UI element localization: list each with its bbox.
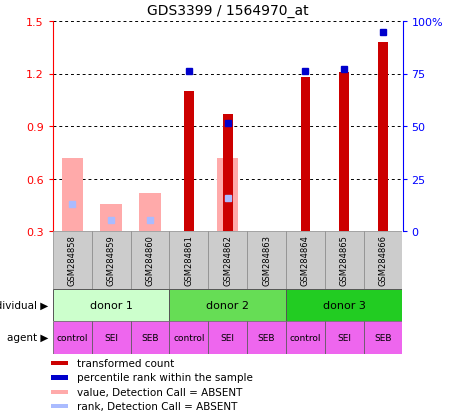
Text: GSM284866: GSM284866 [378,234,387,285]
Text: GSM284859: GSM284859 [106,234,115,285]
Bar [53,231,91,289]
Bar [324,321,363,354]
Text: SEI: SEI [336,333,351,342]
Bar [51,361,67,366]
Bar [53,321,91,354]
Text: control: control [289,333,320,342]
Text: SEB: SEB [141,333,158,342]
Bar [222,114,232,231]
Text: GSM284864: GSM284864 [300,234,309,285]
Bar [51,404,67,408]
Text: SEI: SEI [104,333,118,342]
Text: agent ▶: agent ▶ [7,333,48,343]
Text: GSM284858: GSM284858 [67,234,77,285]
Bar [339,73,348,231]
Bar [208,321,246,354]
Text: SEB: SEB [257,333,274,342]
Text: GSM284863: GSM284863 [262,234,270,285]
Bar [130,321,169,354]
Bar [300,78,309,231]
Bar [91,321,130,354]
Text: GSM284862: GSM284862 [223,234,232,285]
Bar [184,92,193,231]
Bar [363,231,402,289]
Bar [246,231,285,289]
Bar [285,231,324,289]
Bar [246,321,285,354]
Text: transformed count: transformed count [77,358,174,368]
Title: GDS3399 / 1564970_at: GDS3399 / 1564970_at [146,4,308,18]
Bar [217,158,238,231]
Text: rank, Detection Call = ABSENT: rank, Detection Call = ABSENT [77,401,237,411]
Bar [53,289,169,321]
Bar [51,390,67,394]
Text: percentile rank within the sample: percentile rank within the sample [77,373,252,382]
Bar [169,289,285,321]
Bar [285,289,402,321]
Text: donor 2: donor 2 [206,300,249,310]
Bar [377,43,387,231]
Text: GSM284865: GSM284865 [339,234,348,285]
Text: control: control [173,333,204,342]
Bar [100,204,122,231]
Bar [62,158,83,231]
Text: GSM284860: GSM284860 [145,234,154,285]
Bar [51,375,67,380]
Bar [324,231,363,289]
Bar [169,231,208,289]
Text: SEB: SEB [374,333,391,342]
Bar [91,231,130,289]
Text: donor 3: donor 3 [322,300,365,310]
Bar [169,321,208,354]
Text: value, Detection Call = ABSENT: value, Detection Call = ABSENT [77,387,242,397]
Bar [139,193,160,231]
Bar [130,231,169,289]
Text: individual ▶: individual ▶ [0,300,48,310]
Bar [363,321,402,354]
Text: GSM284861: GSM284861 [184,234,193,285]
Text: SEI: SEI [220,333,234,342]
Text: control: control [56,333,88,342]
Bar [285,321,324,354]
Text: donor 1: donor 1 [90,300,132,310]
Bar [208,231,246,289]
